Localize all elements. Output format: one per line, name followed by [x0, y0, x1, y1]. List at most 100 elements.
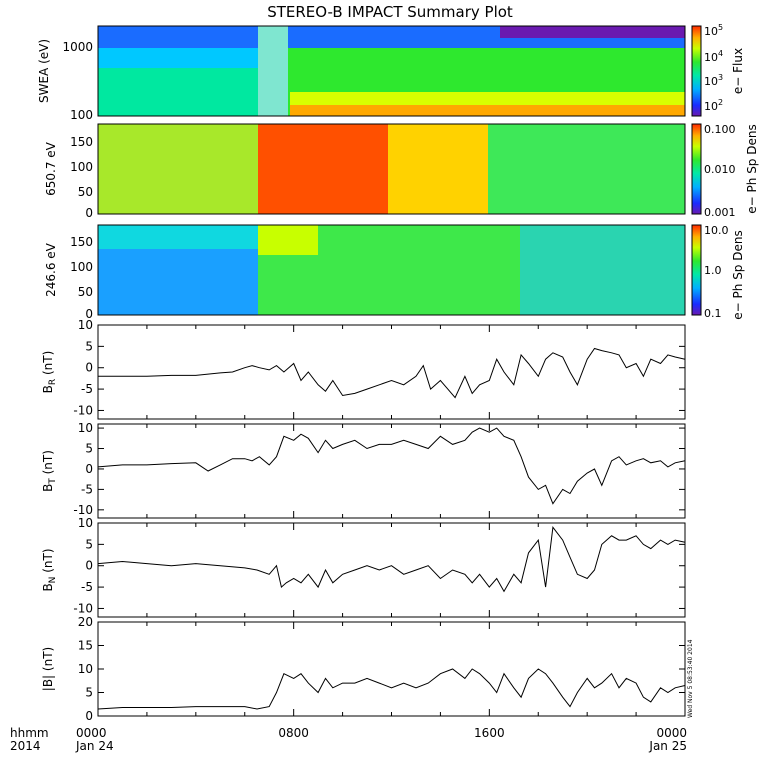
br-ytick-label: -10: [73, 403, 93, 417]
corner-label-hhmm: hhmm: [10, 726, 49, 740]
pad246-colorbar: [691, 224, 702, 316]
pad650-ytick-0: 0: [85, 206, 93, 220]
swea-cbar-tick-1e3: 103: [704, 73, 723, 88]
bt-trace: [97, 427, 686, 505]
bn-trace: [97, 526, 686, 593]
pad650-ylabel: 650.7 eV: [44, 141, 58, 196]
creation-timestamp: Wed Nov 5 08:53:40 2014: [687, 639, 694, 718]
bn-ylabel-main: B: [41, 583, 55, 591]
swea-panel: SWEA (eV) 1000 100 105 104 103 102 e− Fl…: [37, 23, 745, 122]
pad246-heatmap-early-top: [98, 225, 258, 249]
pad650-colorbar: [691, 123, 702, 215]
bt-ytick-label: 0: [85, 462, 93, 476]
swea-ytick-100: 100: [70, 108, 93, 122]
pad650-heatmap-peak: [258, 124, 388, 214]
pad246-cbar-tick-0: 10.0: [704, 224, 729, 237]
pad650-ytick-100: 100: [70, 160, 93, 174]
pad246-ytick-100: 100: [70, 260, 93, 274]
bt-panel: 10 5 0 -5 -10 BT (nT): [41, 421, 686, 519]
swea-heatmap-top: [500, 26, 685, 38]
xtick-label: 0000: [656, 726, 687, 740]
bn-ylabel-unit: (nT): [41, 548, 55, 576]
bmag-trace: [97, 668, 686, 710]
pad246-frame: [97, 224, 686, 316]
bt-ylabel-unit: (nT): [41, 450, 55, 478]
bmag-ytick-label: 5: [85, 686, 93, 700]
pad246-cbar-tick-1: 1.0: [704, 264, 722, 277]
br-ytick-label: -5: [81, 382, 93, 396]
bn-ylabel: BN (nT): [41, 548, 58, 591]
bt-ytick-label: 5: [85, 442, 93, 456]
br-ytick-label: 5: [85, 339, 93, 353]
pad650-ytick-50: 50: [78, 185, 93, 199]
swea-cbar-tick-1e5: 105: [704, 23, 723, 38]
bn-ytick-label: -5: [81, 580, 93, 594]
pad650-cbar-tick-2: 0.001: [704, 206, 736, 219]
br-trace: [98, 347, 686, 399]
bt-ylabel-sub: T: [48, 478, 58, 485]
xtick-sublabel: Jan 24: [75, 739, 114, 753]
bmag-ylabel: |B| (nT): [41, 647, 55, 691]
bmag-ylabel-unit: (nT): [41, 647, 55, 675]
pad246-ylabel: 246.6 eV: [44, 242, 58, 297]
swea-heatmap-gap: [258, 26, 288, 116]
pad246-heatmap-late: [520, 225, 685, 315]
xtick-label: 0800: [278, 726, 309, 740]
pad650-heatmap-late: [488, 124, 685, 214]
br-ylabel: BR (nT): [41, 351, 58, 394]
br-ytick-label: 10: [78, 318, 93, 332]
br-ytick-label: 0: [85, 361, 93, 375]
pad246-ytick-150: 150: [70, 235, 93, 249]
xtick-sublabel: Jan 25: [648, 739, 687, 753]
bt-ylabel: BT (nT): [41, 450, 58, 492]
pad650-cbar-tick-1: 0.010: [704, 163, 736, 176]
bn-ytick-label: 5: [85, 537, 93, 551]
pad246-heatmap-bright: [258, 225, 318, 255]
swea-cbar-tick-1e2: 102: [704, 98, 723, 113]
swea-colorbar: [691, 25, 702, 117]
bmag-panel: 20 15 10 5 0 |B| (nT): [41, 615, 686, 723]
bt-ytick-label: -5: [81, 482, 93, 496]
pad650-heatmap-trail: [388, 124, 488, 214]
br-ylabel-sub: R: [48, 379, 58, 385]
bmag-ytick-label: 20: [78, 615, 93, 629]
pad650-frame: [97, 123, 686, 215]
bn-ylabel-sub: N: [48, 577, 58, 584]
bt-ytick-label: 10: [78, 421, 93, 435]
bt-frame: [97, 423, 686, 519]
pad246-cbar-tick-2: 0.1: [704, 307, 722, 320]
swea-colorbar-label: e− Flux: [731, 48, 745, 94]
bmag-ylabel-main: |B|: [41, 675, 55, 691]
bt-ytick-label: -10: [73, 503, 93, 517]
bmag-frame: [97, 621, 686, 717]
pad650-cbar-tick-0: 0.100: [704, 123, 736, 136]
br-frame: [97, 324, 686, 420]
swea-heatmap-mid-energy: [98, 48, 258, 68]
xtick-label: 1600: [474, 726, 505, 740]
swea-heatmap-peak: [290, 105, 685, 116]
bmag-ytick-label: 0: [85, 709, 93, 723]
plot-title: STEREO-B IMPACT Summary Plot: [267, 3, 513, 21]
br-ylabel-main: B: [41, 385, 55, 393]
bn-ytick-label: -10: [73, 601, 93, 615]
bmag-ytick-label: 10: [78, 662, 93, 676]
swea-colorbar-ticks: 105 104 103 102: [704, 23, 723, 113]
pad246-panel: 246.6 eV 150 100 50 0 10.0 1.0 0.1 e− Ph…: [44, 224, 745, 321]
bt-ylabel-main: B: [41, 484, 55, 492]
swea-ylabel: SWEA (eV): [37, 39, 51, 103]
swea-frame: [97, 25, 686, 117]
bn-frame: [97, 522, 686, 618]
corner-label-year: 2014: [10, 739, 41, 753]
xtick-label: 0000: [76, 726, 107, 740]
swea-ytick-1000: 1000: [62, 40, 93, 54]
br-panel: 10 5 0 -5 -10 BR (nT): [41, 318, 686, 420]
bn-panel: 10 5 0 -5 -10 BN (nT): [41, 516, 686, 618]
br-ylabel-unit: (nT): [41, 351, 55, 379]
swea-cbar-tick-1e4: 104: [704, 49, 723, 64]
pad650-panel: 650.7 eV 150 100 50 0 0.100 0.010 0.001 …: [44, 123, 759, 220]
bmag-ytick-label: 15: [78, 639, 93, 653]
pad650-heatmap-early: [98, 124, 258, 214]
swea-heatmap-low-early: [98, 68, 258, 116]
